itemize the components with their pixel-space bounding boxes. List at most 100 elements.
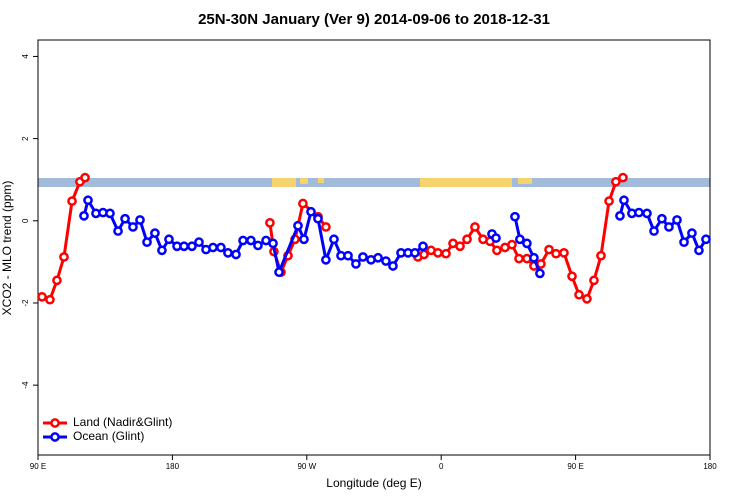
data-point: [321, 222, 331, 232]
data-point: [615, 211, 625, 221]
data-point: [522, 238, 532, 249]
data-point: [418, 241, 428, 252]
data-point: [535, 268, 545, 279]
data-point: [216, 242, 226, 253]
x-tick-label: 90 W: [297, 462, 316, 471]
data-point: [231, 249, 241, 260]
data-point: [80, 172, 90, 183]
data-point: [299, 234, 309, 245]
x-axis-label: Longitude (deg E): [326, 476, 421, 490]
data-point: [618, 172, 628, 183]
data-point: [293, 220, 303, 231]
data-point: [306, 206, 316, 217]
legend-marker: [50, 418, 60, 428]
data-point: [551, 248, 561, 259]
data-point: [59, 252, 69, 262]
data-point: [105, 208, 115, 219]
data-point: [433, 247, 443, 258]
data-point: [164, 234, 174, 245]
data-point: [611, 176, 621, 187]
data-point: [135, 215, 145, 225]
data-point: [672, 215, 682, 225]
data-point: [329, 234, 339, 245]
data-point: [157, 245, 167, 256]
data-point: [120, 213, 130, 224]
data-point: [470, 222, 480, 232]
data-point: [455, 241, 465, 252]
data-point: [83, 195, 93, 206]
data-point: [265, 217, 275, 228]
data-point: [559, 247, 569, 258]
data-point: [179, 241, 189, 252]
y-axis-label: XCO2 - MLO trend (ppm): [0, 181, 14, 316]
data-point: [507, 239, 517, 250]
x-tick-label: 180: [703, 462, 717, 471]
legend-label: Land (Nadir&Glint): [73, 415, 172, 429]
data-point: [679, 237, 689, 248]
data-point: [642, 208, 652, 219]
data-point: [313, 213, 323, 224]
data-point: [187, 241, 197, 252]
data-point: [664, 222, 674, 232]
data-point: [128, 222, 138, 232]
plot-frame: [37, 39, 711, 456]
land-ocean-strip: [38, 178, 710, 187]
y-tick-label: 0: [21, 218, 30, 223]
y-tick-label: -2: [21, 299, 30, 307]
x-tick-label: 90 E: [30, 462, 46, 471]
x-tick-label: 90 E: [567, 462, 583, 471]
data-point: [67, 196, 77, 206]
legend-marker: [50, 432, 60, 442]
data-point: [388, 261, 398, 271]
data-point: [701, 234, 711, 245]
data-point: [246, 235, 256, 246]
data-point: [515, 234, 525, 245]
data-point: [208, 242, 218, 253]
data-point: [694, 245, 704, 256]
data-point: [567, 271, 577, 282]
y-tick-label: 4: [21, 54, 30, 59]
chart-title: 25N-30N January (Ver 9) 2014-09-06 to 20…: [198, 11, 550, 28]
y-tick-label: -4: [21, 381, 30, 389]
data-point: [604, 196, 614, 206]
data-point: [529, 252, 539, 263]
data-point: [351, 259, 361, 269]
data-point: [462, 234, 472, 245]
data-point: [373, 252, 383, 263]
data-point: [589, 275, 599, 286]
data-point: [37, 291, 47, 302]
data-point: [45, 294, 55, 305]
data-point: [79, 211, 89, 221]
data-point: [491, 233, 501, 243]
data-point: [113, 226, 123, 236]
data-point: [321, 254, 331, 265]
data-point: [514, 253, 524, 264]
data-point: [343, 250, 353, 261]
data-point: [381, 256, 391, 266]
data-point: [544, 244, 554, 255]
data-point: [574, 289, 584, 300]
data-point: [150, 228, 160, 238]
data-point: [142, 237, 152, 248]
legend-label: Ocean (Glint): [73, 429, 144, 443]
data-point: [268, 238, 278, 249]
data-point: [194, 237, 204, 248]
data-point: [619, 195, 629, 206]
data-point: [358, 252, 368, 262]
data-point: [298, 198, 308, 209]
x-tick-label: 0: [439, 462, 444, 471]
y-tick-label: 2: [21, 136, 30, 141]
data-point: [253, 240, 263, 251]
x-tick-label: 180: [166, 462, 180, 471]
data-point: [274, 267, 284, 278]
data-point: [510, 211, 520, 222]
data-point: [410, 247, 420, 258]
data-point: [649, 226, 659, 236]
data-point: [492, 245, 502, 256]
data-point: [634, 207, 644, 218]
data-point: [223, 247, 233, 258]
data-point: [657, 213, 667, 224]
data-point: [687, 228, 697, 238]
data-point: [52, 275, 62, 286]
